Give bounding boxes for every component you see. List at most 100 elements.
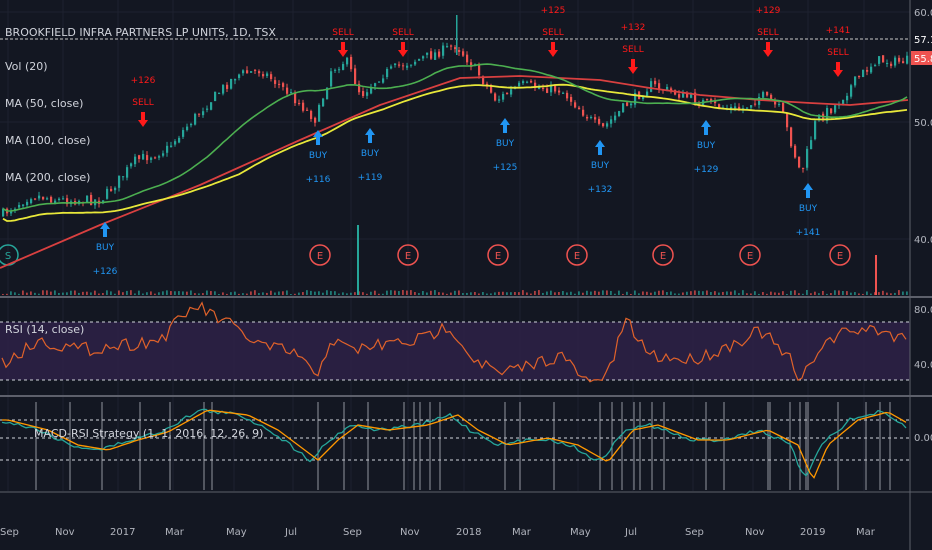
price-candle	[746, 107, 749, 109]
price-candle	[346, 57, 349, 65]
volume-bar	[70, 290, 72, 295]
price-candle	[310, 110, 313, 119]
price-candle	[406, 65, 409, 68]
macd-axis[interactable]: 0.00	[914, 433, 932, 444]
price-axis[interactable]: 60.00 50.00 40.00 57.16 55.83	[911, 8, 932, 246]
study-label-ma50[interactable]: MA (50, close)	[5, 97, 83, 110]
price-candle	[450, 45, 453, 47]
last-price-tag	[911, 51, 932, 65]
price-candle	[462, 51, 465, 56]
price-candle	[234, 79, 237, 81]
volume-bar	[514, 292, 516, 295]
volume-bar	[282, 291, 284, 295]
study-label-ma100[interactable]: MA (100, close)	[5, 134, 90, 147]
volume-bar	[114, 293, 116, 295]
price-candle	[890, 63, 893, 66]
price-candle	[882, 55, 885, 63]
sell-arrow-icon	[338, 42, 348, 57]
macd-label[interactable]: MACD-RSI Strategy (1, 1, 2016, 12, 26, 9…	[34, 427, 263, 440]
event-circle	[829, 244, 851, 266]
price-candle	[690, 94, 693, 98]
price-candle	[394, 63, 397, 66]
volume-bar	[406, 290, 408, 295]
volume-bar	[122, 292, 124, 295]
price-candle	[246, 70, 249, 74]
price-candle	[422, 56, 425, 59]
price-candle	[10, 210, 13, 214]
volume-bar	[698, 290, 700, 295]
volume-bar	[374, 290, 376, 295]
price-candle	[814, 121, 817, 140]
volume-bar	[182, 291, 184, 295]
price-candle	[302, 102, 305, 111]
rsi-axis[interactable]: 80.00 40.00	[914, 305, 932, 371]
main-pane[interactable]	[0, 0, 910, 296]
sell-label: SELL	[757, 28, 778, 38]
time-axis[interactable]: Sep Nov 2017 Mar May Jul Sep Nov 2018 Ma…	[0, 527, 876, 538]
volume-bar	[710, 292, 712, 295]
price-candle	[802, 167, 805, 169]
price-candle	[114, 187, 117, 191]
price-candle	[274, 80, 277, 84]
buy-label: BUY	[697, 141, 716, 151]
volume-bar	[262, 292, 264, 295]
price-candle	[330, 71, 333, 87]
volume-bar	[170, 291, 172, 295]
time-label: Sep	[0, 527, 19, 538]
price-candle	[398, 64, 401, 66]
price-candle	[182, 130, 185, 137]
volume-bar	[198, 293, 200, 295]
volume-bar	[218, 293, 220, 295]
price-candle	[278, 83, 281, 85]
volume-bar	[322, 292, 324, 295]
volume-bar	[50, 291, 52, 295]
price-candle	[42, 196, 45, 200]
price-candle	[602, 123, 605, 127]
price-candle	[686, 92, 689, 98]
volume-bar	[818, 293, 820, 295]
buy-value: +125	[493, 163, 518, 173]
volume-bar	[362, 292, 364, 295]
price-candle	[186, 126, 189, 131]
price-candle	[734, 106, 737, 109]
price-candle	[390, 66, 393, 69]
price-candles	[2, 42, 909, 218]
volume-bar	[450, 292, 452, 295]
price-candle	[382, 78, 385, 83]
price-candle	[14, 208, 17, 211]
volume-bar	[142, 293, 144, 295]
rsi-tick-80: 80.00	[914, 305, 932, 316]
price-candle	[342, 64, 345, 70]
buy-arrow-icon	[803, 183, 813, 198]
volume-bar	[798, 293, 800, 295]
price-candle	[786, 113, 789, 128]
price-candle	[254, 69, 257, 71]
rsi-label[interactable]: RSI (14, close)	[5, 323, 84, 336]
sell-arrow-icon	[548, 42, 558, 57]
event-circle	[652, 244, 674, 266]
volume-bar	[438, 292, 440, 295]
sell-value: +132	[621, 23, 646, 33]
price-candle	[414, 61, 417, 65]
price-candle	[358, 83, 361, 93]
volume-bar	[426, 292, 428, 295]
volume-bar	[378, 293, 380, 295]
volume-bar	[690, 291, 692, 295]
price-tick-50: 50.00	[914, 118, 932, 129]
study-label-volume[interactable]: Vol (20)	[5, 60, 48, 73]
study-label-ma200[interactable]: MA (200, close)	[5, 171, 90, 184]
price-candle	[338, 69, 341, 71]
volume-bar	[486, 293, 488, 295]
volume-bar	[54, 290, 56, 295]
volume-bar	[770, 291, 772, 295]
price-candle	[38, 195, 41, 199]
price-candle	[198, 113, 201, 115]
price-candle	[150, 157, 153, 160]
sell-label: SELL	[542, 28, 563, 38]
price-candle	[242, 70, 245, 74]
volume-bar	[758, 293, 760, 295]
last-price-label: 55.83	[914, 54, 932, 65]
price-candle	[454, 47, 457, 50]
price-candle	[122, 176, 125, 178]
